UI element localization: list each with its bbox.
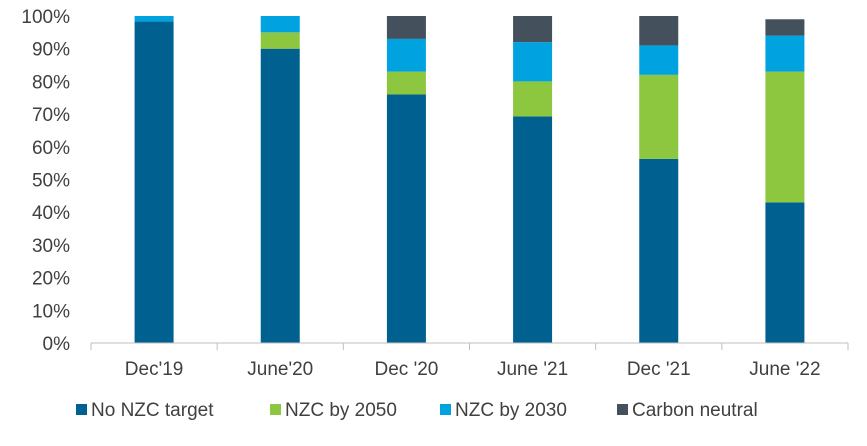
y-tick-label: 10% xyxy=(32,301,70,322)
legend: No NZC target NZC by 2050 NZC by 2030 Carbo… xyxy=(76,400,758,421)
y-tick-label: 50% xyxy=(32,171,70,192)
x-tick-label: June '21 xyxy=(497,359,568,380)
bar-segment-nzc-by-2050 xyxy=(386,71,426,95)
x-tick-label: Dec '20 xyxy=(375,359,439,380)
bar-segment-carbon-neutral xyxy=(513,16,553,43)
y-tick-label: 60% xyxy=(32,138,70,159)
legend-label: No NZC target xyxy=(91,400,214,421)
y-tick-label: 20% xyxy=(32,269,70,290)
bar-segment-no-nzc-target xyxy=(260,48,300,343)
legend-label: NZC by 2050 xyxy=(285,400,397,421)
x-tick-label: June'20 xyxy=(247,359,313,380)
x-tick-label: June '22 xyxy=(749,359,820,380)
legend-label: Carbon neutral xyxy=(632,400,758,421)
x-tick-label: Dec '21 xyxy=(627,359,691,380)
bar-segment-no-nzc-target xyxy=(386,94,426,343)
legend-swatch xyxy=(270,404,281,415)
bar-segment-carbon-neutral xyxy=(765,19,805,36)
y-tick-label: 0% xyxy=(43,334,71,355)
y-tick-label: 30% xyxy=(32,236,70,257)
bar-segment-nzc-by-2030 xyxy=(765,35,805,72)
bar-segment-no-nzc-target xyxy=(765,202,805,343)
legend-label: NZC by 2030 xyxy=(455,400,567,421)
bar-segment-nzc-by-2030 xyxy=(134,16,174,22)
x-tick-label: Dec'19 xyxy=(125,359,184,380)
bar-segment-nzc-by-2030 xyxy=(639,45,679,75)
y-axis: 0% 10% 20% 30% 40% 50% 60% 70% 80% 90% 100% xyxy=(21,7,70,355)
bar-segment-nzc-by-2050 xyxy=(260,32,300,49)
bar-segment-no-nzc-target xyxy=(134,21,174,344)
y-tick-label: 100% xyxy=(21,7,70,28)
bar-segment-nzc-by-2030 xyxy=(386,38,426,72)
bar-segment-nzc-by-2030 xyxy=(260,16,300,33)
bar-segment-nzc-by-2050 xyxy=(513,81,553,117)
bar-segment-nzc-by-2030 xyxy=(513,42,553,82)
y-tick-label: 80% xyxy=(32,72,70,93)
bar-segment-carbon-neutral xyxy=(639,16,679,46)
bar-segment-nzc-by-2050 xyxy=(639,74,679,159)
legend-swatch xyxy=(617,404,628,415)
y-tick-label: 90% xyxy=(32,40,70,61)
bar-segment-no-nzc-target xyxy=(513,116,553,343)
legend-swatch xyxy=(440,404,451,415)
plot-area xyxy=(134,16,805,344)
y-tick-label: 40% xyxy=(32,203,70,224)
x-axis: Dec'19 June'20 Dec '20 June '21 Dec '21 June … xyxy=(90,342,849,380)
y-tick-label: 70% xyxy=(32,105,70,126)
legend-swatch xyxy=(76,404,87,415)
bar-segment-no-nzc-target xyxy=(639,158,679,343)
bar-segment-nzc-by-2050 xyxy=(765,71,805,203)
bar-segment-carbon-neutral xyxy=(386,16,426,39)
